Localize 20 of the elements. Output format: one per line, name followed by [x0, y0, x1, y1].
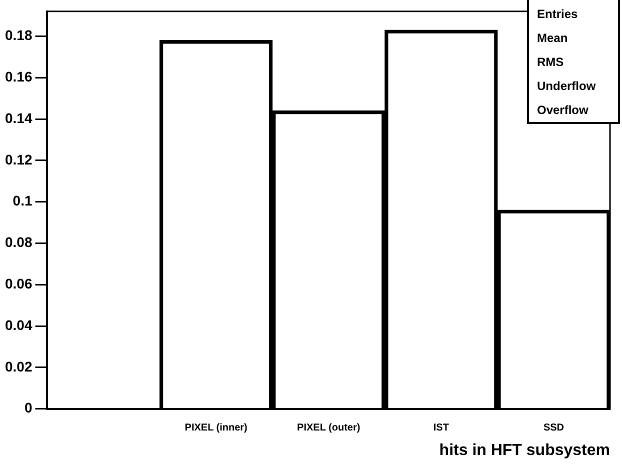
y-tick-label: 0.16 — [5, 68, 32, 84]
x-axis-title: hits in HFT subsystem — [439, 442, 610, 459]
y-tick-label: 0.02 — [5, 358, 32, 374]
y-tick-label: 0.08 — [5, 234, 32, 250]
annotation: RMS — [537, 54, 565, 71]
annotation: Overflow — [537, 102, 590, 119]
y-tick-label: 0.04 — [5, 316, 32, 333]
x-tick-label: IST — [433, 422, 449, 434]
y-tick-label: 0.12 — [5, 151, 32, 168]
x-tick-label: PIXEL (inner) — [184, 422, 248, 434]
annotation: Entries — [537, 6, 579, 23]
annotation: Mean — [537, 30, 569, 47]
y-tick-label: 0.14 — [5, 110, 32, 126]
x-tick-label: PIXEL (outer) — [297, 422, 360, 434]
y-tick-label: 0.1 — [12, 192, 32, 209]
x-tick-label: SSD — [543, 422, 564, 434]
y-tick-label: 0.18 — [5, 27, 32, 44]
annotation: Underflow — [537, 78, 597, 95]
y-tick-label: 0.06 — [5, 275, 32, 292]
y-tick-label: 0 — [24, 400, 32, 416]
